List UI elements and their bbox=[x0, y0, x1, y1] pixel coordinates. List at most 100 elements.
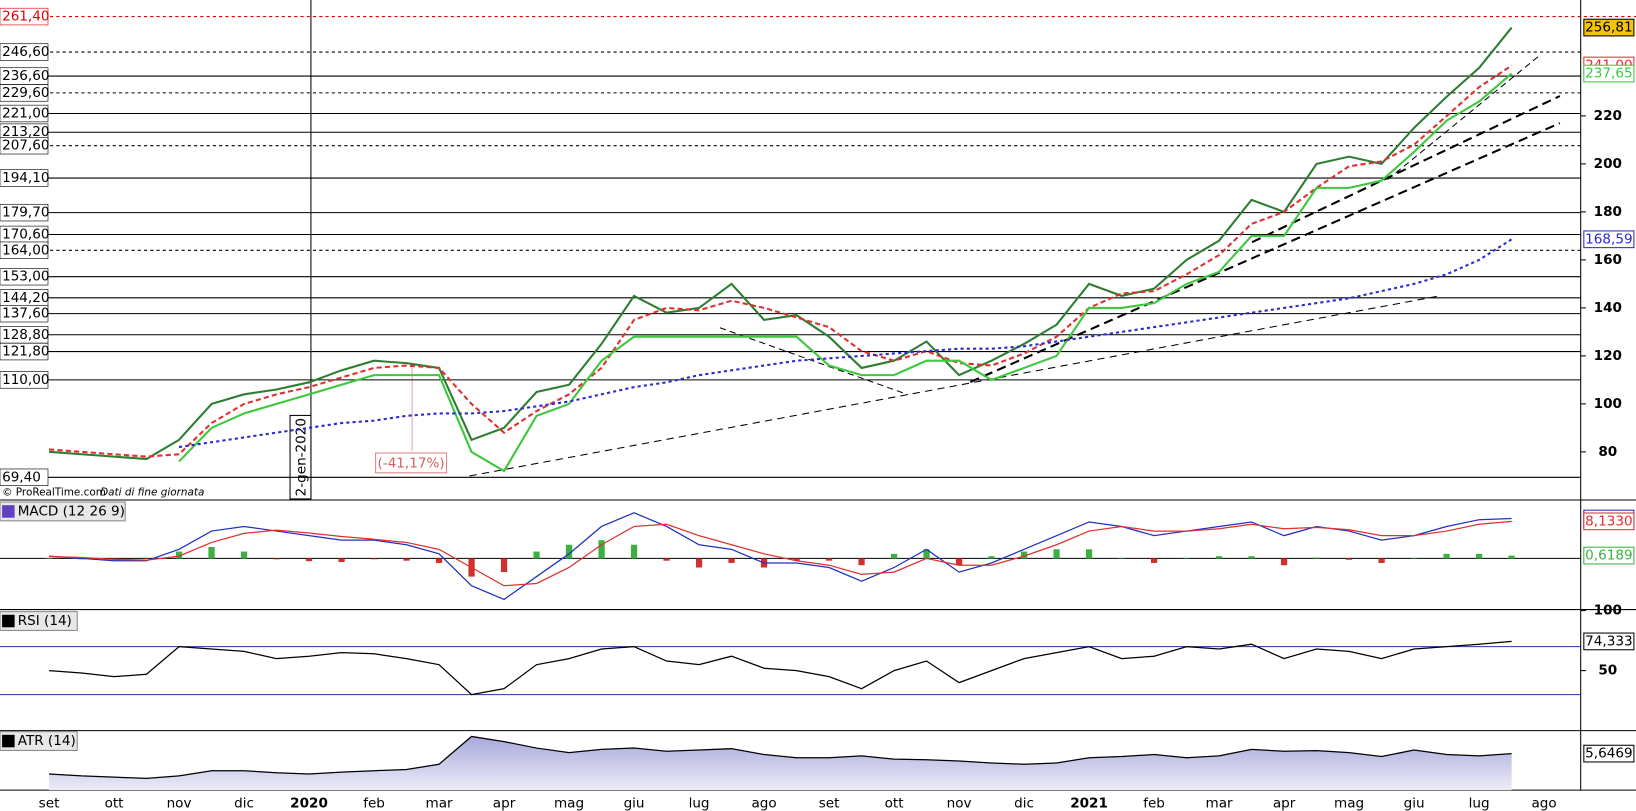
histogram-bar bbox=[793, 558, 800, 561]
histogram-bar bbox=[955, 558, 963, 566]
x-tick-label: mar bbox=[426, 796, 453, 811]
level-label-box bbox=[0, 371, 49, 389]
histogram-bar bbox=[858, 558, 865, 566]
value-box bbox=[1583, 744, 1635, 763]
drawdown-annotation: (-41,17%) bbox=[378, 455, 445, 471]
level-label-box bbox=[0, 468, 49, 486]
histogram-bar bbox=[988, 556, 995, 559]
source-note: Dati di fine giornata bbox=[100, 487, 204, 499]
histogram-bar bbox=[1508, 555, 1515, 559]
histogram-bar bbox=[630, 544, 638, 559]
histogram-bar bbox=[1248, 556, 1255, 559]
level-label: 164,00 bbox=[2, 242, 49, 258]
histogram-bar bbox=[695, 558, 703, 568]
histogram-bar bbox=[1280, 558, 1288, 566]
histogram-bar bbox=[1118, 558, 1125, 559]
x-tick-label: mag bbox=[1334, 796, 1364, 811]
x-tick-label: mag bbox=[554, 796, 584, 811]
histogram-bar bbox=[1183, 558, 1190, 559]
level-label-box bbox=[0, 137, 49, 155]
histogram-bar bbox=[663, 558, 670, 561]
panel-icon bbox=[2, 734, 15, 748]
level-label: 69,40 bbox=[2, 469, 41, 485]
level-label: 179,70 bbox=[2, 205, 49, 221]
histogram-bar bbox=[208, 547, 215, 559]
histogram-bar bbox=[728, 558, 735, 563]
histogram-bar bbox=[403, 558, 410, 561]
level-label: 221,00 bbox=[2, 106, 49, 122]
value-box bbox=[1583, 632, 1635, 651]
series-line bbox=[48, 26, 1513, 461]
histogram-bar bbox=[598, 540, 605, 559]
histogram-bar bbox=[1345, 558, 1353, 560]
y-tick-label: 100 bbox=[1594, 603, 1622, 619]
histogram-bar bbox=[1475, 553, 1483, 559]
level-label-box bbox=[0, 203, 49, 222]
level-label-box bbox=[0, 169, 49, 187]
level-label-box bbox=[0, 104, 49, 123]
x-tick-label: set bbox=[39, 796, 60, 811]
histogram-bar bbox=[240, 551, 248, 559]
x-tick-label: lug bbox=[1469, 796, 1490, 811]
y-tick-label: 50 bbox=[1598, 663, 1617, 679]
level-label: 236,60 bbox=[2, 68, 49, 84]
value-label: 256,81 bbox=[1585, 20, 1632, 36]
histogram-bar bbox=[143, 558, 150, 559]
level-label: 170,60 bbox=[2, 226, 49, 242]
series-area bbox=[49, 736, 1512, 791]
x-tick-label: giu bbox=[624, 796, 645, 811]
histogram-bar bbox=[435, 558, 443, 563]
x-tick-label: ago bbox=[751, 796, 776, 811]
histogram-bar bbox=[305, 558, 313, 562]
annotation-box bbox=[375, 452, 448, 474]
value-label: 168,59 bbox=[1585, 231, 1632, 247]
series-line bbox=[48, 640, 1512, 696]
x-tick-label: 2021 bbox=[1070, 796, 1108, 811]
series-line bbox=[178, 72, 1513, 473]
level-label: 153,00 bbox=[2, 269, 49, 285]
level-label: 121,80 bbox=[2, 344, 49, 360]
value-label: 8,1330 bbox=[1585, 513, 1632, 529]
y-tick-label: 140 bbox=[1594, 300, 1622, 316]
x-tick-label: dic bbox=[234, 796, 254, 811]
histogram-bar bbox=[565, 544, 573, 559]
level-label: 261,40 bbox=[2, 9, 49, 25]
level-label: 229,60 bbox=[2, 85, 49, 101]
x-tick-label: set bbox=[819, 796, 840, 811]
source: © ProRealTime.com bbox=[2, 487, 106, 499]
y-tick-label: 120 bbox=[1594, 348, 1622, 364]
histogram-bar bbox=[923, 549, 930, 559]
y-tick-label: 220 bbox=[1594, 108, 1622, 124]
histogram-bar bbox=[45, 557, 53, 559]
trend-line bbox=[469, 295, 1437, 477]
level-label-box bbox=[0, 268, 49, 286]
histogram-bar bbox=[175, 551, 183, 559]
histogram-bar bbox=[533, 551, 540, 559]
x-tick-label: giu bbox=[1404, 796, 1425, 811]
series-line bbox=[48, 512, 1512, 601]
x-tick-label: dic bbox=[1014, 796, 1034, 811]
trend-line bbox=[1251, 95, 1561, 244]
histogram-bar bbox=[1410, 558, 1418, 559]
histogram-bar bbox=[500, 558, 508, 573]
histogram-bar bbox=[890, 553, 898, 559]
annotation-box bbox=[289, 414, 312, 500]
panel-title-box bbox=[0, 731, 78, 751]
level-label-box bbox=[0, 84, 49, 102]
series-line bbox=[49, 520, 1512, 587]
value-label: 0,6189 bbox=[1585, 548, 1632, 564]
value-box bbox=[1583, 512, 1635, 531]
histogram-bar bbox=[1085, 549, 1093, 559]
value-label: 237,65 bbox=[1585, 66, 1632, 82]
level-label: 128,80 bbox=[2, 327, 49, 343]
histogram-bar bbox=[273, 558, 280, 560]
value-box bbox=[1583, 546, 1635, 565]
histogram-bar bbox=[370, 558, 378, 560]
x-tick-label: nov bbox=[947, 796, 972, 811]
x-tick-label: feb bbox=[363, 796, 385, 811]
y-tick-label: 100 bbox=[1594, 396, 1622, 412]
level-label-box bbox=[0, 304, 49, 323]
panel-icon bbox=[2, 505, 15, 518]
x-tick-label: mar bbox=[1206, 796, 1233, 811]
